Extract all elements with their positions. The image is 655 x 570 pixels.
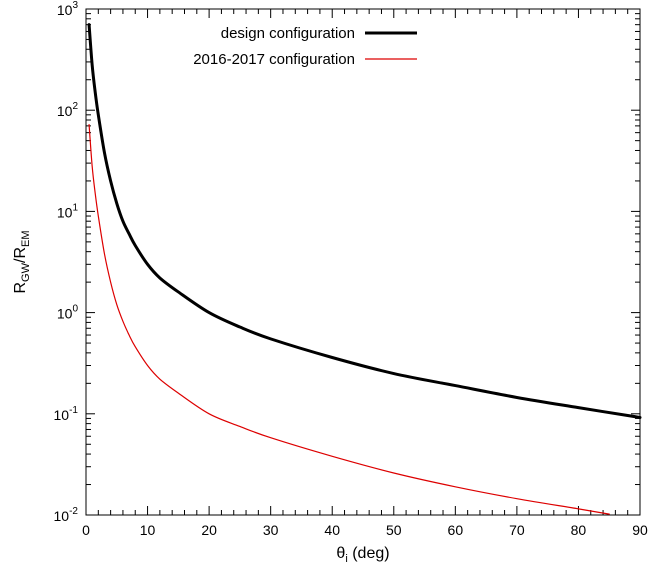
x-tick-label: 20 [201,522,217,538]
x-tick-label: 70 [509,522,525,538]
axis-ticks: 0 10 20 30 40 50 60 70 80 90 10-2 10-1 100 101 102 103 [54,0,648,538]
x-tick-label: 40 [324,522,340,538]
x-tick-label: 30 [263,522,279,538]
y-tick-label: 102 [57,101,79,119]
legend-label-2: 2016-2017 configuration [193,51,355,68]
x-tick-label: 90 [632,522,648,538]
y-tick-label: 101 [57,202,79,220]
legend: design configuration 2016-2017 configurat… [193,25,417,68]
plot-frame [85,8,641,516]
x-tick-label: 10 [140,522,156,538]
y-tick-label: 10-1 [54,405,79,423]
series-line-2 [88,124,610,515]
series-line-1 [87,23,642,419]
y-tick-label: 100 [57,304,79,322]
x-tick-label: 0 [82,522,90,538]
x-tick-label: 50 [386,522,402,538]
y-tick-label: 10-2 [54,506,79,524]
x-tick-label: 60 [448,522,464,538]
legend-label-1: design configuration [221,25,355,42]
y-tick-label: 103 [57,0,79,18]
y-axis-label: RGW/REM [12,230,32,293]
x-tick-label: 80 [571,522,587,538]
series-layer [87,23,642,515]
x-axis-label: θi (deg) [336,545,389,565]
